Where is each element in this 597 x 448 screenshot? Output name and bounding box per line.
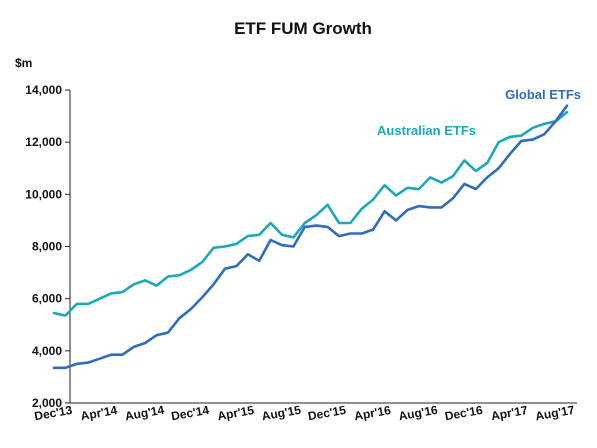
x-tick-label: Aug'17 bbox=[534, 403, 576, 424]
series-label-global-etfs: Global ETFs bbox=[505, 87, 581, 102]
x-tick-label: Dec'14 bbox=[170, 403, 210, 423]
x-tick-label: Apr'14 bbox=[80, 403, 119, 423]
series-label-australian-etfs: Australian ETFs bbox=[377, 123, 476, 138]
x-tick-label: Apr'15 bbox=[216, 403, 255, 423]
y-tick-label: 8,000 bbox=[32, 240, 62, 254]
series-line-australian-etfs bbox=[52, 110, 569, 317]
y-tick-label: 6,000 bbox=[32, 292, 62, 306]
series-line-global-etfs bbox=[52, 104, 569, 370]
series-labels: Australian ETFs Global ETFs bbox=[377, 87, 581, 138]
y-tick-label: 2,000 bbox=[32, 396, 62, 410]
y-tick-label: 4,000 bbox=[32, 344, 62, 358]
x-tick-label: Dec'16 bbox=[444, 403, 484, 423]
x-tick-label: Dec'15 bbox=[307, 403, 347, 423]
y-axis: 2,000 4,000 6,000 8,000 10,000 12,000 14,000 bbox=[25, 83, 71, 410]
x-axis: Dec'13 Apr'14 Aug'14 Dec'14 Apr'15 Aug'15 Dec'… bbox=[33, 402, 577, 424]
y-tick-label: 12,000 bbox=[25, 135, 62, 149]
series-layer bbox=[52, 104, 569, 370]
y-tick-label: 14,000 bbox=[25, 83, 62, 97]
y-tick-label: 10,000 bbox=[25, 187, 62, 201]
x-tick-label: Aug'14 bbox=[124, 403, 166, 424]
x-tick-label: Apr'17 bbox=[490, 403, 529, 423]
x-tick-label: Dec'13 bbox=[33, 403, 73, 423]
x-tick-label: Aug'16 bbox=[397, 403, 439, 424]
chart-title: ETF FUM Growth bbox=[234, 19, 372, 38]
x-tick-label: Apr'16 bbox=[353, 403, 392, 423]
x-tick-label: Aug'15 bbox=[261, 403, 303, 424]
y-axis-unit-label: $m bbox=[15, 56, 32, 70]
